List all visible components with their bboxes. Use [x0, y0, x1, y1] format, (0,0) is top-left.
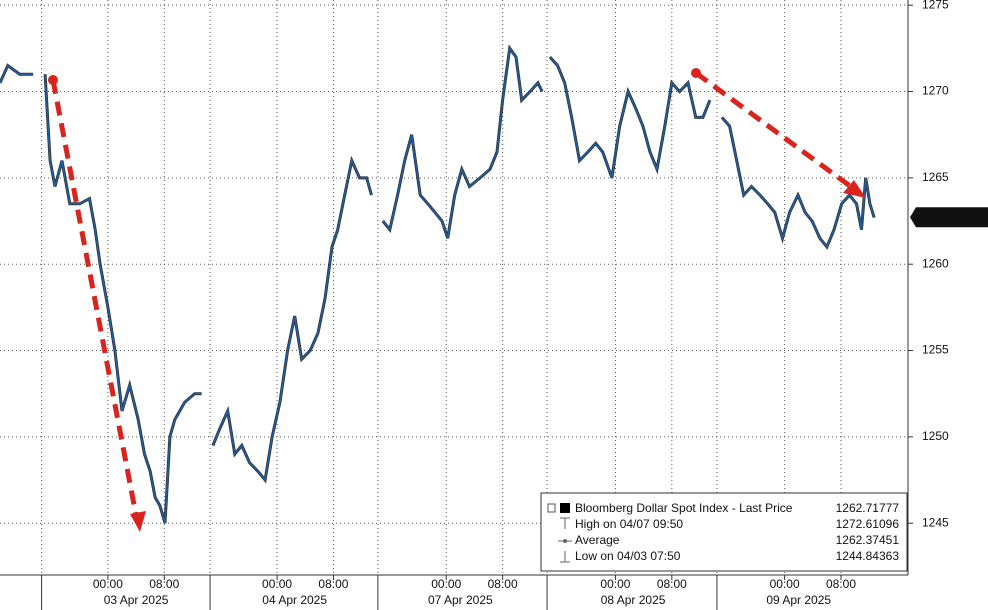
arrow-line [694, 70, 852, 189]
x-tick-label: 00:00 [600, 577, 630, 591]
y-tick-label: 1260 [922, 256, 949, 270]
last-price-label: 1262.71777 [920, 209, 984, 223]
arrow-start [48, 75, 58, 85]
x-tick-label: 08:00 [488, 577, 518, 591]
legend-label: Low on 04/03 07:50 [575, 549, 681, 563]
date-label: 03 Apr 2025 [104, 593, 169, 607]
arrow-head [843, 180, 866, 198]
legend-label: Average [575, 533, 620, 547]
plot [0, 44, 876, 524]
x-tick-label: 08:00 [318, 577, 348, 591]
last-price-tag [910, 207, 988, 228]
legend: Bloomberg Dollar Spot Index - Last Price… [540, 492, 908, 572]
arrow-line [50, 79, 139, 516]
price-line [0, 46, 875, 524]
date-label: 04 Apr 2025 [262, 593, 327, 607]
legend-value: 1262.37451 [836, 533, 900, 547]
date-label: 07 Apr 2025 [428, 593, 493, 607]
legend-swatch [560, 503, 570, 513]
x-tick-label: 00:00 [431, 577, 461, 591]
legend-icon [560, 517, 570, 529]
date-label: 09 Apr 2025 [766, 593, 831, 607]
arrow-head [130, 511, 146, 532]
legend-icon [563, 539, 567, 543]
y-tick-label: 1275 [922, 0, 949, 11]
legend-icon [560, 551, 570, 563]
y-tick-label: 1250 [922, 429, 949, 443]
legend-value: 1262.71777 [836, 501, 900, 515]
legend-toggle [547, 503, 556, 513]
annotation-arrows [48, 68, 866, 532]
x-tick-label: 08:00 [149, 577, 179, 591]
y-tick-label: 1255 [922, 343, 949, 357]
legend-label: Bloomberg Dollar Spot Index - Last Price [575, 501, 793, 515]
arrow-start [691, 68, 701, 78]
legend-box [540, 492, 908, 572]
x-tick-label: 00:00 [770, 577, 800, 591]
axes: 1245 1250 1255 1260 1265 1270 1275 00:00 08:00 00… [41, 0, 988, 610]
x-tick-label: 08:00 [657, 577, 687, 591]
legend-value: 1272.61096 [836, 517, 900, 531]
y-tick-label: 1265 [922, 170, 949, 184]
x-tick-label: 00:00 [262, 577, 292, 591]
y-tick-label: 1270 [922, 84, 949, 98]
date-label: 08 Apr 2025 [601, 593, 666, 607]
x-tick-label: 00:00 [93, 577, 123, 591]
x-tick-label: 08:00 [826, 577, 856, 591]
legend-label: High on 04/07 09:50 [575, 517, 683, 531]
legend-value: 1244.84363 [836, 549, 900, 563]
y-tick-label: 1245 [922, 515, 949, 529]
